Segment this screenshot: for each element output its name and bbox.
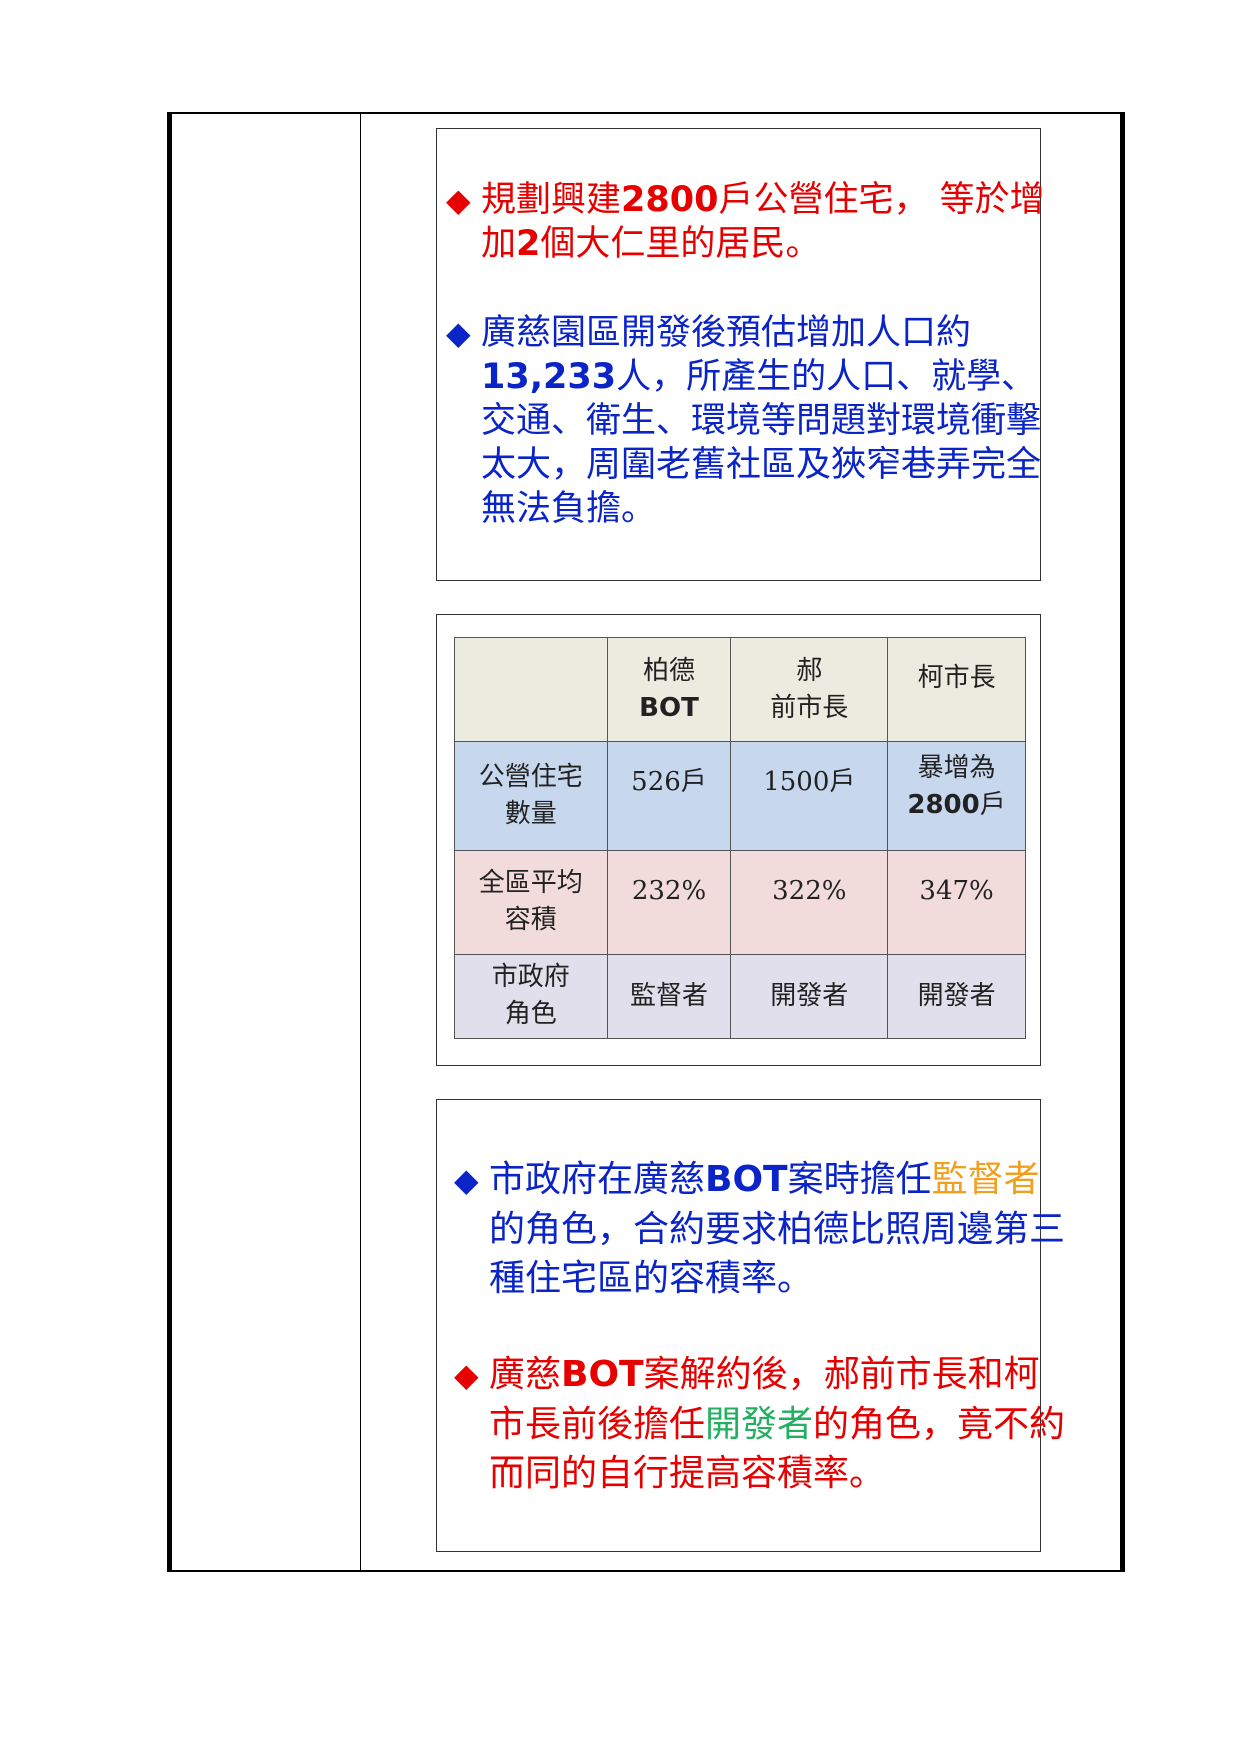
table-row: 市政府 角色 監督者 開發者 開發者	[454, 953, 1026, 1040]
text-box-population	[436, 128, 1041, 581]
table-cell: 232%	[606, 849, 732, 955]
table-header-bot: 柏德 BOT	[606, 636, 732, 743]
row-label: 市政府 角色	[454, 953, 608, 1040]
text-box-roles	[436, 1099, 1041, 1552]
table-row: 全區平均 容積 232% 322% 347%	[454, 849, 1026, 955]
table-header-row: 柏德 BOT 郝前市長 柯市長	[454, 636, 1026, 743]
bullet-developer-role: ◆ 廣慈BOT案解約後，郝前市長和柯市長前後擔任開發者的角色，竟不約而同的自行提高…	[454, 1350, 1069, 1498]
bullet-supervisor-role: ◆ 市政府在廣慈BOT案時擔任監督者的角色，合約要求柏德比照周邊第三種住宅區的容積…	[454, 1155, 1069, 1303]
row-label: 公營住宅 數量	[454, 741, 608, 851]
table-cell: 1500戶	[730, 741, 889, 851]
table-header-blank	[454, 636, 608, 743]
bullet-public-housing: ◆ 規劃興建2800戶公營住宅， 等於增加2個大仁里的居民。	[446, 180, 1045, 264]
outer-table-frame	[167, 112, 1125, 1572]
table-cell: 開發者	[730, 953, 889, 1040]
table-cell: 347%	[887, 849, 1026, 955]
table-cell: 監督者	[606, 953, 732, 1040]
bullet-population-impact: ◆ 廣慈園區開發後預估增加人口約13,233人，所產生的人口、就學、交通、衛生、環…	[446, 313, 1042, 529]
diamond-bullet-icon: ◆	[446, 181, 471, 219]
table-cell: 526戶	[606, 741, 732, 851]
diamond-bullet-icon: ◆	[454, 1161, 479, 1199]
table-cell: 322%	[730, 849, 889, 955]
table-cell: 暴增為 2800戶	[887, 741, 1026, 851]
table-cell: 開發者	[887, 953, 1026, 1040]
row-label: 全區平均 容積	[454, 849, 608, 955]
comparison-table: 柏德 BOT 郝前市長 柯市長 公營住宅 數量 526戶 1500戶 暴增為 2800…	[454, 636, 1026, 1040]
column-divider	[360, 114, 361, 1570]
diamond-bullet-icon: ◆	[446, 314, 471, 352]
table-header-hau: 郝前市長	[730, 636, 889, 743]
table-header-ko: 柯市長	[887, 636, 1026, 743]
diamond-bullet-icon: ◆	[454, 1356, 479, 1394]
table-row: 公營住宅 數量 526戶 1500戶 暴增為 2800戶	[454, 741, 1026, 851]
